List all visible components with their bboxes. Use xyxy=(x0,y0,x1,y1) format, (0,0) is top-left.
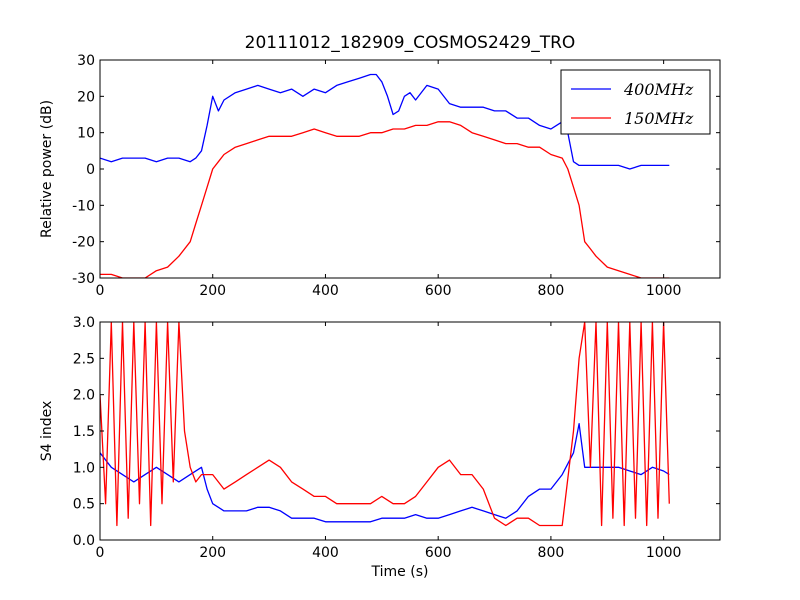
power-series-line-150 xyxy=(100,121,670,278)
s4-x-axis-label: Time (s) xyxy=(371,564,429,580)
power-x-tick-label: 600 xyxy=(425,283,452,299)
s4-series-group xyxy=(100,322,670,527)
s4-y-tick-label: 1.0 xyxy=(73,460,95,476)
power-x-tick-label: 200 xyxy=(199,283,226,299)
power-x-tick-label: 400 xyxy=(312,283,339,299)
s4-x-tick-label: 600 xyxy=(425,545,452,561)
power-series-line-400 xyxy=(100,73,670,170)
power-y-tick-label: -30 xyxy=(72,271,95,287)
power-y-tick-label: 0 xyxy=(86,162,95,178)
s4-y-tick-label: 1.5 xyxy=(73,424,95,440)
power-panel: 0 200 400 600 800 1000 -30 -20 -10 0 10 20 30 Relativ… xyxy=(39,53,721,299)
power-x-tick-label: 800 xyxy=(538,283,565,299)
s4-x-tick-label: 0 xyxy=(96,545,105,561)
power-x-tick-label: 0 xyxy=(96,283,105,299)
s4-y-axis-label: S4 index xyxy=(39,401,55,462)
s4-series-line-150 xyxy=(100,322,670,527)
power-y-axis-label: Relative power (dB) xyxy=(39,100,55,238)
s4-y-tick-label: 3.0 xyxy=(73,315,95,331)
s4-y-tick-label: 0.5 xyxy=(73,497,95,513)
power-y-tick-label: 20 xyxy=(77,89,95,105)
s4-y-tick-label: 2.5 xyxy=(73,351,95,367)
s4-panel: 0 200 400 600 800 1000 0.0 0.5 1.0 1.5 2.0 2.5 3.0 S4… xyxy=(39,315,721,580)
s4-y-tick-label: 0.0 xyxy=(73,533,95,549)
legend-label-150: 150MHz xyxy=(624,109,694,128)
power-y-tick-label: 10 xyxy=(77,126,95,142)
s4-x-tick-label: 1000 xyxy=(646,545,682,561)
power-y-tick-label: 30 xyxy=(77,53,95,69)
power-y-tick-label: -10 xyxy=(72,198,95,214)
power-legend: 400MHz 150MHz xyxy=(560,69,711,135)
s4-x-tick-label: 800 xyxy=(538,545,565,561)
power-y-tick-label: -20 xyxy=(72,235,95,251)
power-series-group xyxy=(100,73,670,278)
s4-x-tick-label: 400 xyxy=(312,545,339,561)
s4-y-tick-label: 2.0 xyxy=(73,388,95,404)
legend-label-400: 400MHz xyxy=(623,80,694,99)
legend-box xyxy=(560,69,711,135)
power-x-tick-label: 1000 xyxy=(646,283,682,299)
s4-series-line-400 xyxy=(100,423,670,523)
figure-title: 20111012_182909_COSMOS2429_TRO xyxy=(245,33,576,53)
s4-x-tick-label: 200 xyxy=(199,545,226,561)
